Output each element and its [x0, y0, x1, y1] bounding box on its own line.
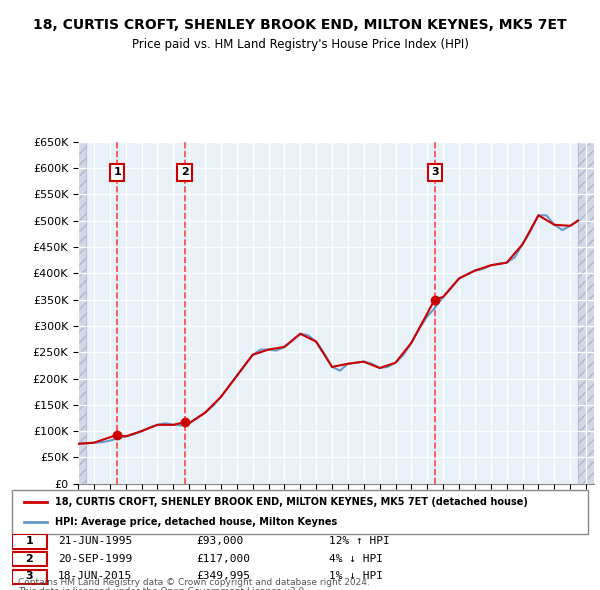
FancyBboxPatch shape	[12, 490, 588, 534]
Text: £349,995: £349,995	[196, 572, 250, 581]
Text: £117,000: £117,000	[196, 554, 250, 564]
FancyBboxPatch shape	[12, 552, 47, 566]
Text: 18, CURTIS CROFT, SHENLEY BROOK END, MILTON KEYNES, MK5 7ET: 18, CURTIS CROFT, SHENLEY BROOK END, MIL…	[33, 18, 567, 32]
Text: 18, CURTIS CROFT, SHENLEY BROOK END, MILTON KEYNES, MK5 7ET (detached house): 18, CURTIS CROFT, SHENLEY BROOK END, MIL…	[55, 497, 528, 507]
Text: HPI: Average price, detached house, Milton Keynes: HPI: Average price, detached house, Milt…	[55, 517, 337, 526]
Text: 4% ↓ HPI: 4% ↓ HPI	[329, 554, 383, 564]
Bar	[578, 142, 594, 484]
Text: 3: 3	[25, 572, 33, 581]
Text: £93,000: £93,000	[196, 536, 244, 546]
Text: 12% ↑ HPI: 12% ↑ HPI	[329, 536, 389, 546]
Text: 18-JUN-2015: 18-JUN-2015	[58, 572, 133, 581]
Text: 3: 3	[431, 168, 439, 178]
Text: 1: 1	[113, 168, 121, 178]
Bar	[78, 142, 86, 484]
Text: 20-SEP-1999: 20-SEP-1999	[58, 554, 133, 564]
Text: 1: 1	[25, 536, 33, 546]
Text: 21-JUN-1995: 21-JUN-1995	[58, 536, 133, 546]
Text: Price paid vs. HM Land Registry's House Price Index (HPI): Price paid vs. HM Land Registry's House …	[131, 38, 469, 51]
Text: This data is licensed under the Open Government Licence v3.0.: This data is licensed under the Open Gov…	[18, 587, 307, 590]
FancyBboxPatch shape	[12, 569, 47, 584]
Text: 2: 2	[181, 168, 188, 178]
Text: 2: 2	[25, 554, 33, 564]
Bar	[78, 142, 86, 484]
Bar	[578, 142, 594, 484]
Text: Contains HM Land Registry data © Crown copyright and database right 2024.: Contains HM Land Registry data © Crown c…	[18, 578, 370, 587]
FancyBboxPatch shape	[12, 535, 47, 549]
Text: 1% ↓ HPI: 1% ↓ HPI	[329, 572, 383, 581]
